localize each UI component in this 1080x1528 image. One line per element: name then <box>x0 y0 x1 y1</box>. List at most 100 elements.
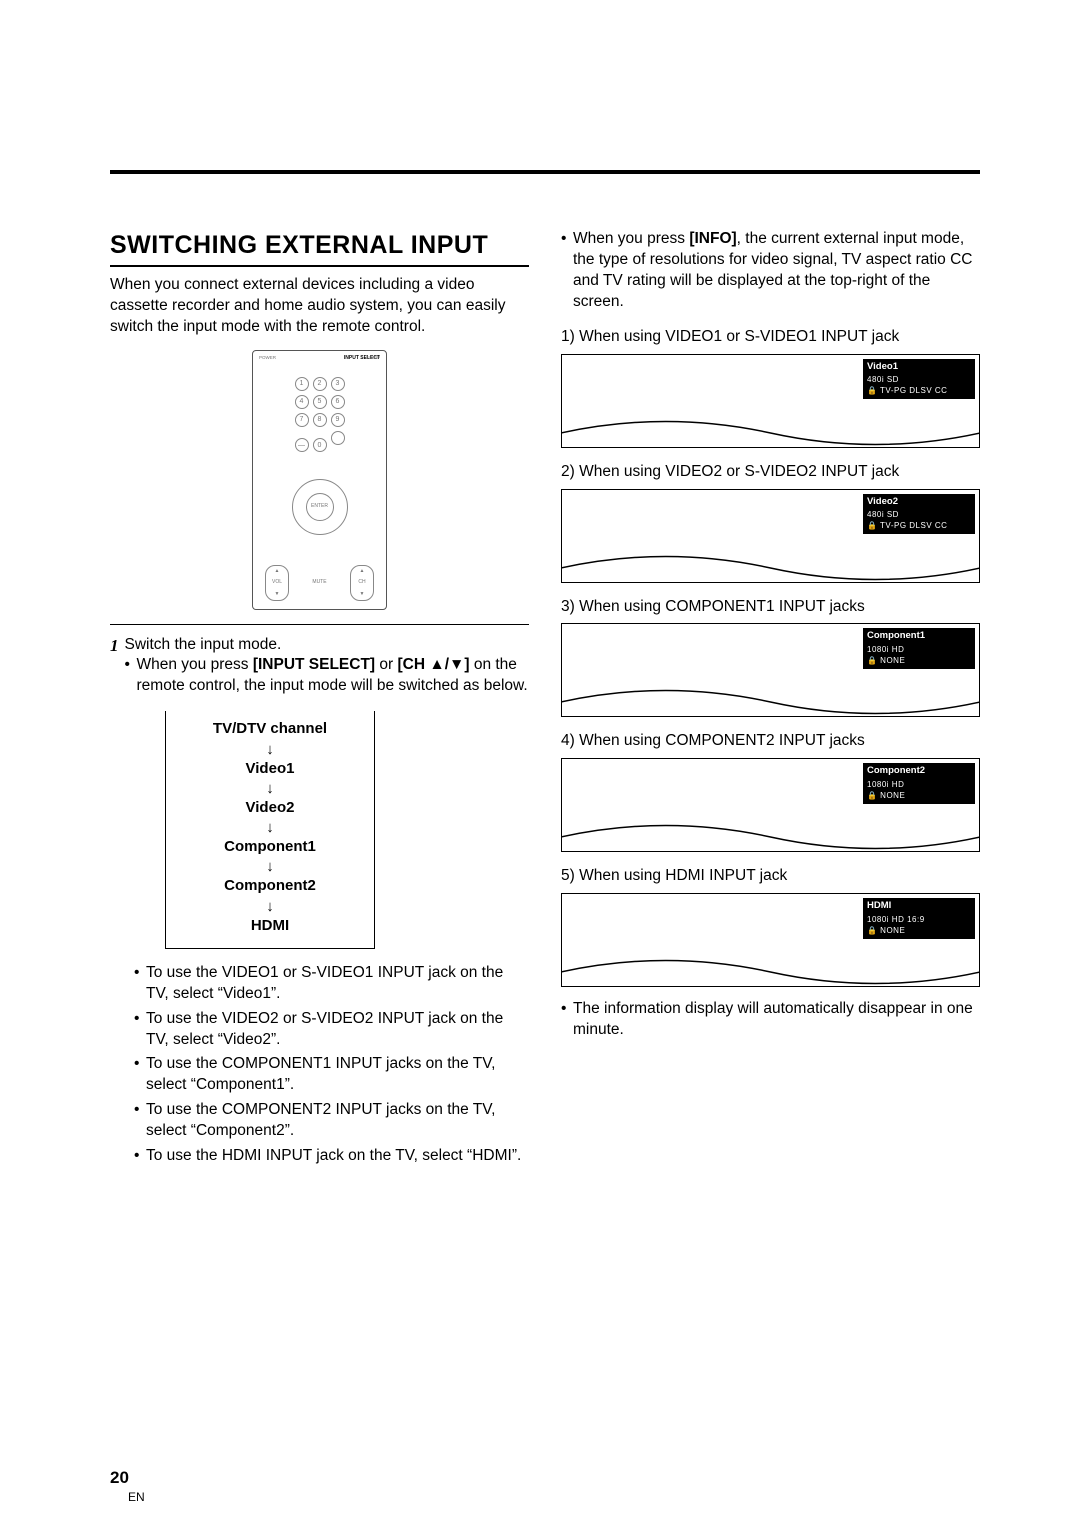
t: or <box>375 656 397 673</box>
down-arrow-icon: ↓ <box>166 742 374 757</box>
remote-key-dash: — <box>295 438 309 452</box>
osd-line: 1080i HD <box>867 645 971 656</box>
osd-title: Video1 <box>867 361 971 374</box>
osd-line: 🔒 NONE <box>867 791 971 802</box>
osd-line: 480i SD <box>867 510 971 521</box>
flow-item: Component2 <box>166 876 374 896</box>
columns: SWITCHING EXTERNAL INPUT When you connec… <box>110 229 980 1171</box>
example-label: 5) When using HDMI INPUT jack <box>561 866 980 887</box>
example-label: 1) When using VIDEO1 or S-VIDEO1 INPUT j… <box>561 327 980 348</box>
remote-top-labels: POWER SLEEP <box>259 355 380 361</box>
remote-key-3: 3 <box>331 377 345 391</box>
osd-title: Video2 <box>867 496 971 509</box>
step-1-number: 1 <box>110 635 119 702</box>
down-arrow-icon: ↓ <box>166 820 374 835</box>
closing-bullets: The information display will automatical… <box>561 999 980 1041</box>
remote-mute: MUTE <box>312 579 326 586</box>
wave-icon <box>561 822 980 852</box>
info-bullet: When you press [INFO], the current exter… <box>561 229 980 313</box>
remote-bottom-row: ▲VOL▼ MUTE ▲CH▼ <box>265 565 374 601</box>
down-arrow-icon: ↓ <box>166 859 374 874</box>
wave-icon <box>561 418 980 448</box>
remote-dpad: ENTER <box>292 479 348 535</box>
flow-item: Video2 <box>166 798 374 818</box>
remote-key-2: 2 <box>313 377 327 391</box>
usage-bullets: To use the VIDEO1 or S-VIDEO1 INPUT jack… <box>134 963 529 1167</box>
remote-key-blank <box>331 431 345 445</box>
remote-illustration-wrap: INPUT SELECT POWER SLEEP 123 456 789 —0 … <box>110 350 529 610</box>
remote-key-5: 5 <box>313 395 327 409</box>
top-rule <box>110 170 980 174</box>
osd-line: 1080i HD 16:9 <box>867 915 971 926</box>
osd-line: 🔒 NONE <box>867 656 971 667</box>
screen-example-hdmi: HDMI 1080i HD 16:9 🔒 NONE <box>561 893 980 987</box>
step-1-bullet-1: When you press [INPUT SELECT] or [CH ▲/▼… <box>125 655 530 697</box>
step-1-body: Switch the input mode. When you press [I… <box>125 635 530 702</box>
remote-enter: ENTER <box>306 493 334 521</box>
remote-vol: ▲VOL▼ <box>265 565 289 601</box>
screen-example-video1: Video1 480i SD 🔒 TV-PG DLSV CC <box>561 354 980 448</box>
remote-vol-label: VOL <box>272 579 282 586</box>
remote-ch-label: CH <box>358 579 365 586</box>
wave-icon <box>561 553 980 583</box>
osd-overlay: Video1 480i SD 🔒 TV-PG DLSV CC <box>863 359 975 399</box>
info-bullet-list: When you press [INFO], the current exter… <box>561 229 980 313</box>
remote-power-label: POWER <box>259 355 276 361</box>
remote-key-7: 7 <box>295 413 309 427</box>
page-content: SWITCHING EXTERNAL INPUT When you connec… <box>110 170 980 1171</box>
example-label: 3) When using COMPONENT1 INPUT jacks <box>561 597 980 618</box>
down-arrow-icon: ↓ <box>166 899 374 914</box>
screen-example-component2: Component2 1080i HD 🔒 NONE <box>561 758 980 852</box>
flow-item: Component1 <box>166 837 374 857</box>
remote-ch: ▲CH▼ <box>350 565 374 601</box>
down-arrow-icon: ↓ <box>166 781 374 796</box>
example-label: 4) When using COMPONENT2 INPUT jacks <box>561 731 980 752</box>
step-1: 1 Switch the input mode. When you press … <box>110 635 529 702</box>
page-language: EN <box>128 1490 145 1504</box>
wave-icon <box>561 957 980 987</box>
remote-key-9: 9 <box>331 413 345 427</box>
column-left: SWITCHING EXTERNAL INPUT When you connec… <box>110 229 529 1171</box>
t: When you press <box>137 656 253 673</box>
usage-bullet: To use the VIDEO2 or S-VIDEO2 INPUT jack… <box>134 1009 529 1051</box>
intro-text: When you connect external devices includ… <box>110 275 529 338</box>
remote-key-1: 1 <box>295 377 309 391</box>
osd-line: 480i SD <box>867 375 971 386</box>
osd-overlay: Component2 1080i HD 🔒 NONE <box>863 763 975 803</box>
flow-item: TV/DTV channel <box>166 719 374 739</box>
remote-numpad: 123 456 789 — 0 <box>253 375 386 455</box>
divider <box>110 624 529 625</box>
osd-title: Component2 <box>867 765 971 778</box>
osd-line: 🔒 TV-PG DLSV CC <box>867 521 971 532</box>
usage-bullet: To use the COMPONENT1 INPUT jacks on the… <box>134 1054 529 1096</box>
osd-title: HDMI <box>867 900 971 913</box>
osd-line: 🔒 TV-PG DLSV CC <box>867 386 971 397</box>
t: When you press <box>573 230 689 247</box>
remote-sleep-label: SLEEP <box>365 355 380 361</box>
osd-overlay: Component1 1080i HD 🔒 NONE <box>863 628 975 668</box>
osd-title: Component1 <box>867 630 971 643</box>
flow-item: HDMI <box>166 916 374 936</box>
input-flow-diagram: TV/DTV channel ↓ Video1 ↓ Video2 ↓ Compo… <box>165 711 375 949</box>
flow-item: Video1 <box>166 759 374 779</box>
remote-key-0: 0 <box>313 438 327 452</box>
usage-bullet: To use the COMPONENT2 INPUT jacks on the… <box>134 1100 529 1142</box>
osd-line: 1080i HD <box>867 780 971 791</box>
example-label: 2) When using VIDEO2 or S-VIDEO2 INPUT j… <box>561 462 980 483</box>
column-right: When you press [INFO], the current exter… <box>561 229 980 1171</box>
page-number: 20 <box>110 1468 129 1488</box>
step-1-text: Switch the input mode. <box>125 635 530 656</box>
osd-overlay: HDMI 1080i HD 16:9 🔒 NONE <box>863 898 975 938</box>
t: [INPUT SELECT] <box>253 656 375 673</box>
usage-bullet: To use the VIDEO1 or S-VIDEO1 INPUT jack… <box>134 963 529 1005</box>
t: [CH ▲/▼] <box>398 656 470 673</box>
remote-key-6: 6 <box>331 395 345 409</box>
osd-line: 🔒 NONE <box>867 926 971 937</box>
remote-key-8: 8 <box>313 413 327 427</box>
t: [INFO] <box>689 230 736 247</box>
wave-icon <box>561 687 980 717</box>
remote-key-4: 4 <box>295 395 309 409</box>
step-1-bullets: When you press [INPUT SELECT] or [CH ▲/▼… <box>125 655 530 697</box>
osd-overlay: Video2 480i SD 🔒 TV-PG DLSV CC <box>863 494 975 534</box>
section-title: SWITCHING EXTERNAL INPUT <box>110 229 529 267</box>
